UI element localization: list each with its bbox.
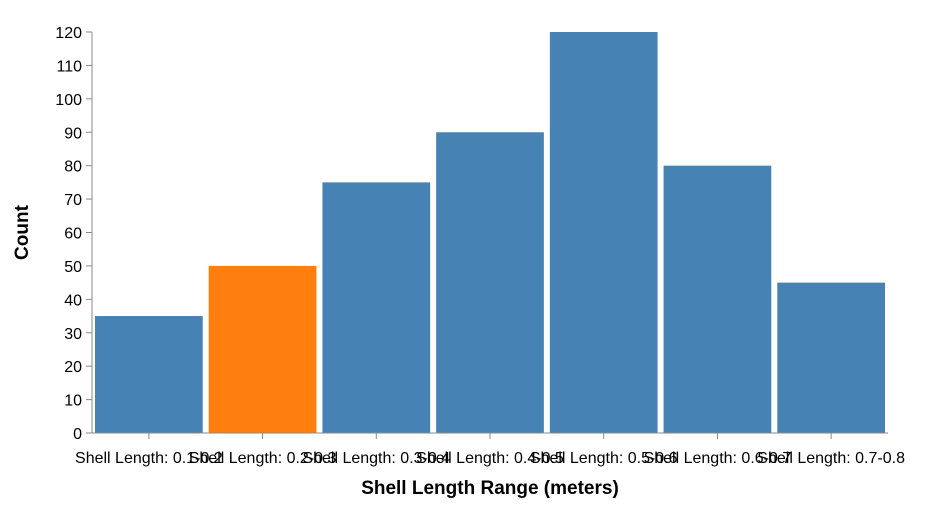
y-tick-label: 110: [56, 58, 82, 75]
y-tick-label: 50: [64, 259, 82, 276]
y-tick-label: 60: [64, 226, 82, 243]
y-tick-label: 0: [73, 426, 82, 443]
bar-6: [663, 165, 772, 433]
y-tick-label: 40: [64, 292, 82, 309]
x-axis-title: Shell Length Range (meters): [361, 478, 619, 499]
x-tick-label: Shell Length: 0.2-0.3: [189, 450, 337, 467]
y-tick-label: 20: [64, 359, 82, 376]
y-tick-label: 10: [64, 393, 82, 410]
x-tick-label: Shell Length: 0.6-0.7: [644, 450, 792, 467]
x-tick-label: Shell Length: 0.5-0.6: [530, 450, 678, 467]
bar-2: [208, 265, 317, 433]
bars-group: [95, 32, 885, 433]
bar-1: [95, 316, 203, 433]
y-tick-label: 100: [55, 92, 82, 109]
bar-5: [549, 32, 658, 433]
y-axis-title: Count: [12, 204, 33, 260]
x-tick-label: Shell Length: 0.4-0.5: [416, 450, 564, 467]
y-tick-label: 80: [64, 159, 82, 176]
bar-3: [322, 182, 431, 433]
x-tick-label: Shell Length: 0.7-0.8: [757, 450, 905, 467]
x-tick-label: Shell Length: 0.1-0.2: [75, 450, 223, 467]
y-axis: 0 10 20 30 40 50 60 70 80 90 100 110 120: [55, 25, 93, 443]
bar-7: [777, 282, 885, 433]
y-tick-label: 90: [64, 125, 82, 142]
x-tick-label: Shell Length: 0.3-0.4: [302, 450, 450, 467]
bar-4: [436, 132, 544, 433]
y-tick-label: 120: [55, 25, 82, 42]
y-tick-label: 70: [64, 192, 82, 209]
y-tick-label: 30: [64, 326, 82, 343]
